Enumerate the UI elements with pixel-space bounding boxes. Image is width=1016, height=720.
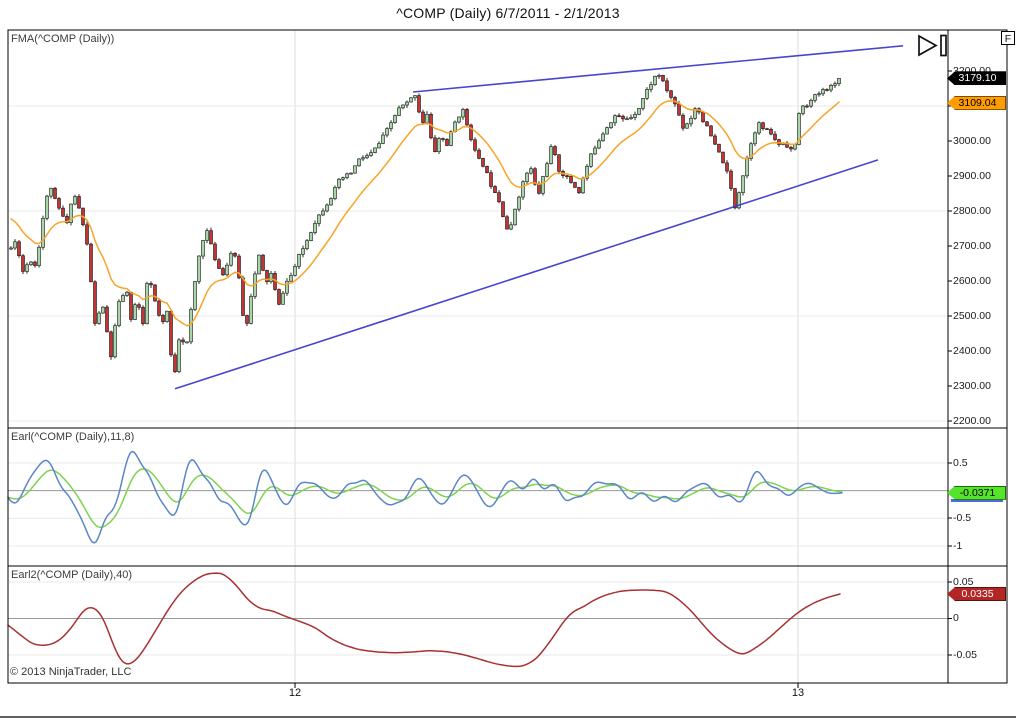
price-axis-label: 2700.00 — [953, 239, 991, 252]
price-axis-label: 2400.00 — [953, 344, 991, 357]
step-forward-icon[interactable] — [917, 34, 953, 60]
earl-value-marker: -0.0371 — [947, 485, 1006, 500]
copyright-watermark: © 2013 NinjaTrader, LLC — [10, 666, 132, 678]
earl2-axis-label: -0.05 — [953, 648, 977, 661]
price-axis-label: 3000.00 — [953, 134, 991, 147]
earl2-axis-label: 0.05 — [953, 575, 974, 588]
focus-button[interactable]: F — [1001, 31, 1015, 45]
price-axis-label: 2800.00 — [953, 204, 991, 217]
price-axis-label: 2900.00 — [953, 169, 991, 182]
earl-axis-label: 0.5 — [953, 456, 968, 469]
earl-panel[interactable] — [8, 428, 948, 566]
earl2-indicator-label: Earl2(^COMP (Daily),40) — [11, 569, 133, 581]
time-axis[interactable] — [8, 683, 1008, 703]
earl2-value-marker: 0.0335 — [947, 587, 1006, 602]
earl-axis-label: -1 — [953, 539, 963, 552]
earl-indicator-label: Earl(^COMP (Daily),11,8) — [11, 431, 135, 443]
time-axis-label: 13 — [791, 687, 805, 699]
price-axis-label: 2200.00 — [953, 414, 991, 427]
ma-value-marker: 3109.04 — [947, 95, 1006, 110]
price-axis-label: 2500.00 — [953, 309, 991, 322]
price-axis-label: 2600.00 — [953, 274, 991, 287]
last-price-marker: 3179.10 — [947, 71, 1006, 86]
window-title: ^COMP (Daily) 6/7/2011 - 2/1/2013 — [396, 5, 620, 21]
price-indicator-label: FMA(^COMP (Daily)) — [11, 33, 115, 45]
price-panel[interactable] — [8, 30, 948, 428]
earl2-panel[interactable] — [8, 566, 948, 683]
earl2-axis-label: 0 — [953, 612, 959, 624]
price-axis-label: 2300.00 — [953, 379, 991, 392]
time-axis-label: 12 — [288, 687, 302, 699]
earl-value-marker-underline — [951, 498, 1003, 502]
earl-axis-label: -0.5 — [953, 511, 972, 524]
